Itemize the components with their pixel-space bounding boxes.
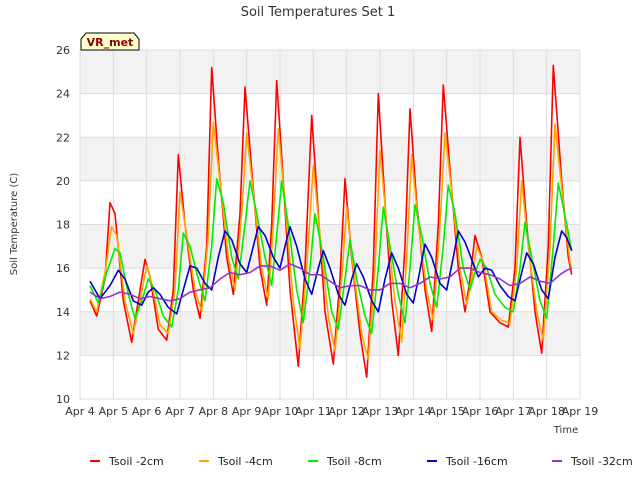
x-axis-ticks: Apr 4 Apr 5 Apr 6 Apr 7 Apr 8 Apr 9 Apr 10Apr …	[65, 405, 598, 418]
legend-label: Tsoil -32cm	[570, 455, 633, 468]
x-tick-label: Apr 19	[562, 405, 599, 418]
background-band	[80, 311, 580, 356]
y-tick-label: 16	[56, 262, 70, 275]
x-tick-label: Apr 5	[99, 405, 129, 418]
y-tick-label: 22	[56, 131, 70, 144]
series-line	[89, 64, 573, 378]
badge-shape	[80, 32, 140, 51]
x-tick-label: Apr 12	[328, 405, 365, 418]
x-tick-label: Apr 4	[65, 405, 95, 418]
vr-met-badge: VR_met	[80, 32, 140, 51]
x-tick-label: Apr 17	[495, 405, 532, 418]
y-tick-label: 12	[56, 349, 70, 362]
series-line	[89, 263, 573, 302]
x-tick-label: Apr 15	[428, 405, 465, 418]
series-line	[89, 121, 573, 361]
series-line	[89, 177, 573, 335]
legend-label: Tsoil -4cm	[217, 455, 273, 468]
grid-lines	[79, 49, 581, 400]
y-tick-label: 14	[56, 306, 70, 319]
y-axis-label: Soil Temperature (C)	[9, 173, 20, 276]
x-tick-label: Apr 8	[199, 405, 229, 418]
legend-label: Tsoil -8cm	[326, 455, 382, 468]
x-tick-label: Apr 18	[528, 405, 565, 418]
x-tick-label: Apr 10	[262, 405, 299, 418]
y-tick-label: 10	[56, 393, 70, 406]
x-tick-label: Apr 6	[132, 405, 162, 418]
y-tick-label: 24	[56, 88, 70, 101]
series-lines	[89, 64, 573, 378]
x-axis-label: Time	[553, 425, 578, 436]
x-tick-label: Apr 11	[295, 405, 332, 418]
background-band	[80, 224, 580, 269]
x-tick-label: Apr 7	[165, 405, 195, 418]
chart-title: Soil Temperatures Set 1	[241, 5, 396, 20]
legend-label: Tsoil -2cm	[108, 455, 164, 468]
background-band	[80, 137, 580, 181]
y-tick-label: 18	[56, 219, 70, 232]
badge-label: VR_met	[87, 36, 134, 49]
x-tick-label: Apr 9	[232, 405, 262, 418]
x-tick-label: Apr 14	[395, 405, 432, 418]
legend-label: Tsoil -16cm	[445, 455, 508, 468]
y-tick-label: 26	[56, 44, 70, 57]
y-tick-label: 20	[56, 175, 70, 188]
legend: Tsoil -2cm Tsoil -4cm Tsoil -8cm Tsoil -16c…	[90, 455, 633, 468]
y-axis-ticks: 10 12 14 16 18 20 22 24 26	[56, 44, 70, 406]
x-tick-label: Apr 13	[362, 405, 399, 418]
background-band	[80, 50, 580, 94]
x-tick-label: Apr 16	[462, 405, 499, 418]
